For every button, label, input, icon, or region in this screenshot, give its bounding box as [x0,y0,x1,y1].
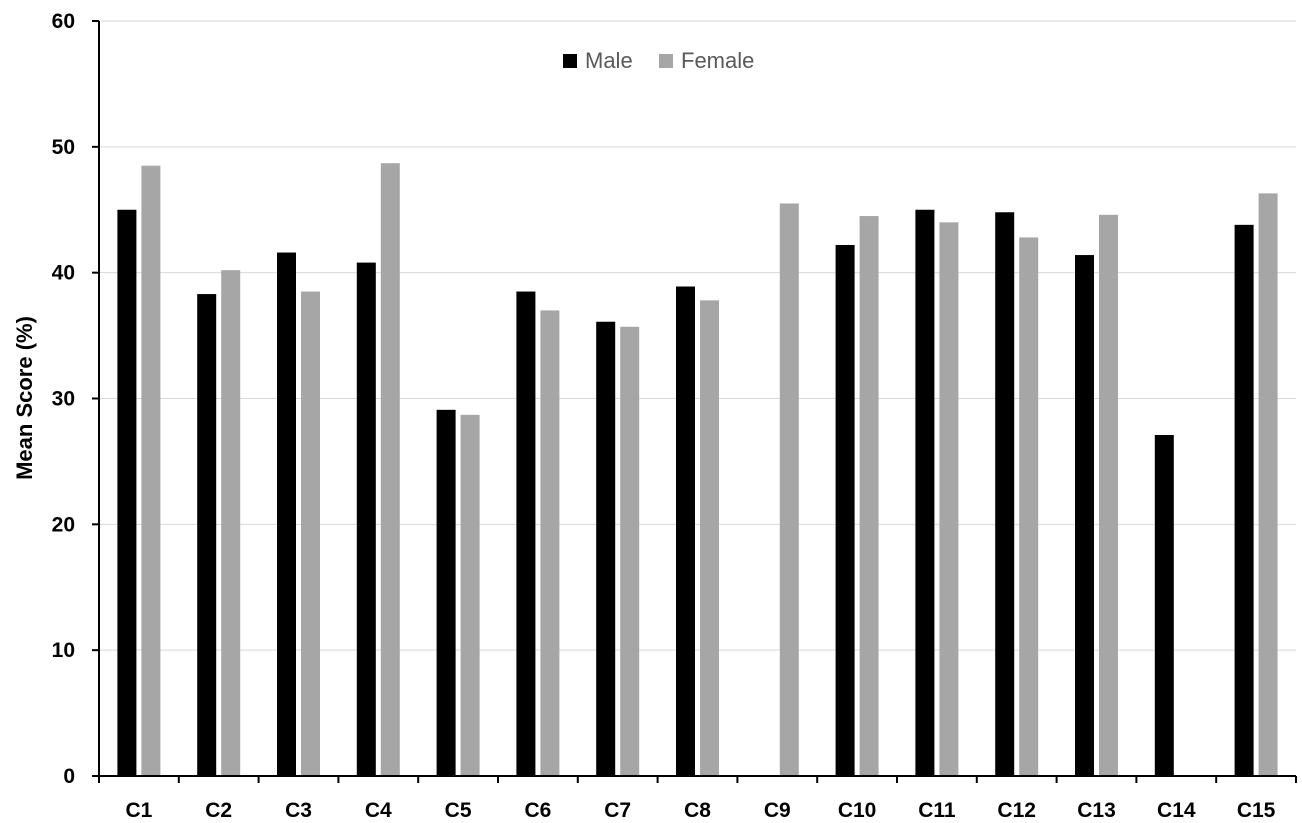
bar-male-c11 [915,209,935,776]
x-tick-label: C9 [764,799,791,822]
legend-label-male: Male [585,48,633,73]
y-tick-label: 60 [52,10,75,33]
bar-male-c12 [995,212,1015,776]
bar-male-c1 [117,209,137,776]
legend: Male Female [563,48,754,73]
bar-male-c15 [1234,224,1254,777]
bar-male-c4 [356,262,376,777]
legend-label-female: Female [681,48,754,73]
bar-female-c15 [1258,193,1278,776]
x-tick-label: C3 [285,799,312,822]
bar-male-c8 [676,286,695,776]
bar-female-c12 [1019,237,1039,776]
bar-male-c10 [835,244,855,776]
bar-male-c2 [197,294,217,776]
bar-female-c5 [460,414,480,776]
y-tick-label: 0 [63,765,75,788]
y-ticks: 0 10 20 30 40 50 60 [52,10,99,788]
y-tick-label: 20 [52,513,75,536]
y-tick-label: 10 [52,639,75,662]
bars [117,163,1278,777]
x-tick-label: C13 [1077,799,1116,822]
bar-female-c9 [779,203,799,777]
bar-female-c6 [540,310,560,776]
bar-female-c3 [301,291,320,776]
x-tick-label: C7 [604,799,631,822]
bar-female-c13 [1099,214,1118,777]
bar-male-c3 [277,252,296,777]
x-tick-label: C2 [205,799,232,822]
bar-female-c11 [939,222,959,777]
bar-male-c13 [1075,255,1094,777]
bar-female-c10 [859,216,879,776]
x-tick-label: C15 [1237,799,1276,822]
x-tick-label: C5 [445,799,472,822]
x-tick-label: C11 [918,799,956,822]
bar-male-c14 [1154,434,1174,776]
x-tick-label: C10 [838,799,877,822]
y-tick-label: 50 [52,136,75,159]
x-tick-label: C6 [524,799,551,822]
x-tick-label: C4 [365,799,392,822]
bar-female-c1 [141,165,161,777]
x-ticks: C1 C2 C3 C4 C5 C6 C7 C8 C9 C10 C11 C12 C13 C14 C15 [98,776,1297,822]
x-tick-label: C14 [1157,799,1196,822]
bar-female-c8 [700,300,719,776]
bar-female-c7 [620,326,640,776]
y-tick-label: 40 [52,262,75,285]
bar-female-c4 [380,163,400,777]
bar-male-c7 [596,321,616,776]
bar-male-c6 [516,291,536,776]
x-tick-label: C12 [997,799,1036,822]
bar-female-c2 [221,270,241,776]
legend-swatch-female [659,54,673,68]
x-tick-label: C8 [684,799,711,822]
y-axis-title: Mean Score (%) [12,316,37,480]
y-tick-label: 30 [52,388,75,411]
x-tick-label: C1 [125,799,152,822]
bar-male-c5 [436,409,456,776]
legend-swatch-male [563,54,577,68]
gridlines [99,20,1296,651]
